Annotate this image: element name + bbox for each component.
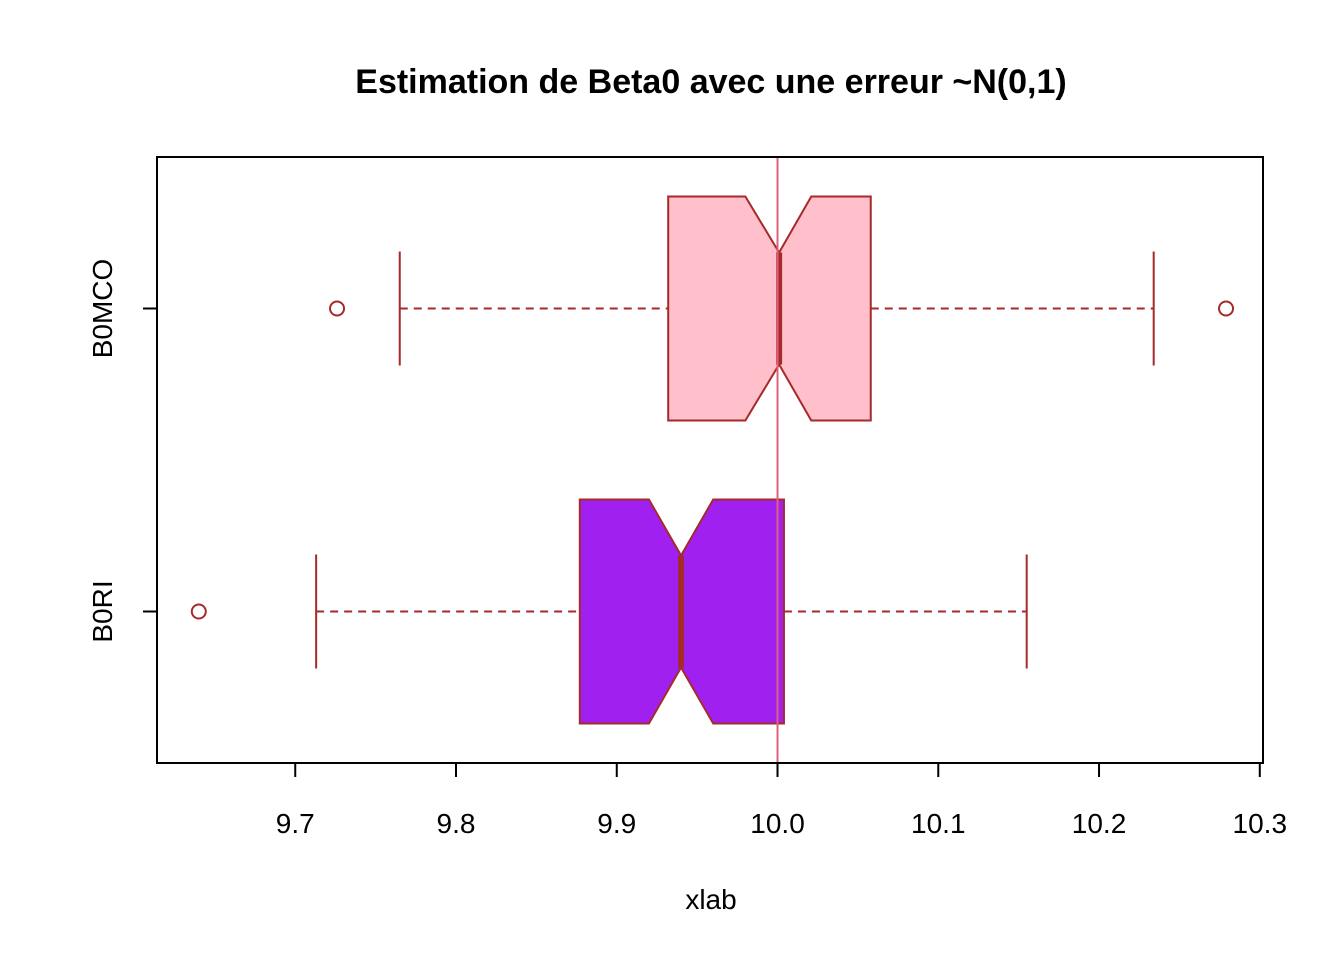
y-tick-label: B0RI xyxy=(87,580,118,642)
x-tick-label: 10.0 xyxy=(750,808,805,839)
y-tick-label: B0MCO xyxy=(87,259,118,359)
outlier-point xyxy=(329,300,346,317)
x-axis-label: xlab xyxy=(685,884,736,915)
box-group-b0mco xyxy=(329,195,1235,422)
x-tick-label: 9.7 xyxy=(276,808,315,839)
y-axis: B0RI B0MCO xyxy=(87,259,157,643)
x-tick-label: 10.1 xyxy=(911,808,966,839)
outlier-point xyxy=(190,603,207,620)
plot-area xyxy=(156,156,1264,764)
chart-title: Estimation de Beta0 avec une erreur ~N(0… xyxy=(355,63,1066,101)
outlier-point xyxy=(1218,300,1235,317)
box-group-b0ri xyxy=(190,498,1028,725)
x-tick-label: 10.3 xyxy=(1233,808,1288,839)
x-tick-label: 9.9 xyxy=(597,808,636,839)
x-tick-label: 9.8 xyxy=(437,808,476,839)
box-b0mco xyxy=(667,195,872,422)
x-axis: 9.7 9.8 9.9 10.0 10.1 10.2 10.3 xyxy=(276,762,1288,839)
x-tick-label: 10.2 xyxy=(1072,808,1127,839)
